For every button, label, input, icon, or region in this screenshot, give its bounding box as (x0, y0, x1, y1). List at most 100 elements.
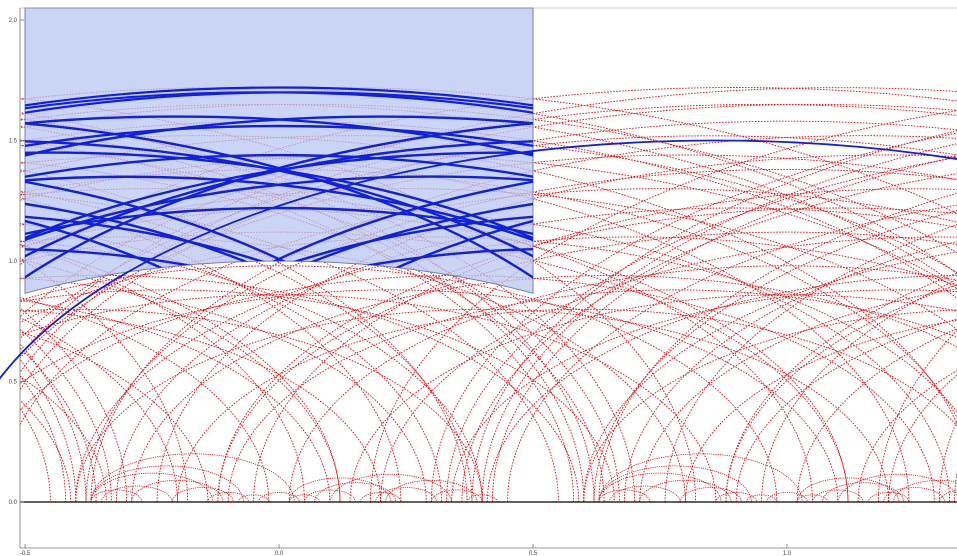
fundamental-domain-shape (24, 7, 534, 294)
red-arc-89 (217, 231, 957, 503)
red-arc-85 (20, 188, 957, 426)
red-arc-98 (176, 308, 957, 503)
red-arc-93 (131, 275, 957, 503)
red-small-arc-206 (431, 489, 483, 503)
red-arc-109 (593, 210, 957, 503)
red-small-arc-192 (100, 485, 173, 503)
red-arc-96 (451, 289, 957, 503)
red-arc-45 (20, 376, 107, 503)
red-arc-3 (20, 307, 128, 503)
red-arc-81 (90, 135, 957, 503)
red-arc-97 (349, 294, 957, 503)
red-arc-86 (253, 188, 957, 503)
red-arc-25 (20, 112, 595, 503)
red-arc-66 (20, 236, 957, 413)
red-arc-106 (598, 192, 957, 503)
red-small-arc-198 (90, 453, 295, 503)
red-arc-82 (20, 154, 957, 359)
red-arc-29 (20, 139, 575, 503)
red-small-arc-217 (598, 465, 752, 503)
red-arc-99 (583, 309, 957, 503)
red-arc-84 (85, 168, 957, 503)
red-arc-62 (20, 207, 849, 503)
blue-arcs-in-domain (25, 86, 533, 294)
blue-arc-group (25, 86, 533, 294)
red-small-arc-201 (288, 494, 320, 503)
red-arc-103 (481, 143, 957, 503)
y-tick-label: 2.0 (9, 18, 18, 24)
red-small-arc-219 (766, 492, 808, 503)
red-small-arc-204 (375, 487, 437, 503)
red-small-arc-213 (679, 487, 742, 503)
red-small-arc-209 (288, 477, 392, 503)
red-arc-46 (20, 299, 331, 503)
red-arc-47 (20, 331, 209, 503)
red-small-arc-214 (598, 489, 651, 503)
red-arc-70 (20, 289, 615, 503)
red-arc-112 (623, 241, 957, 503)
red-arc-104 (491, 156, 957, 503)
blue-arc-10 (25, 175, 533, 294)
red-arc-67 (20, 265, 778, 503)
blue-arc-0 (25, 86, 533, 294)
red-arc-26 (20, 97, 697, 503)
red-small-arc-212 (608, 485, 681, 503)
red-arc-127 (938, 419, 957, 503)
red-small-arc-220 (812, 489, 864, 503)
y-tick-label: 0.5 (9, 380, 18, 386)
red-arc-107 (461, 173, 957, 503)
red-arc-71 (20, 289, 839, 503)
red-small-arc-202 (314, 482, 397, 503)
blue-arc-9 (25, 124, 533, 294)
red-arc-113 (725, 272, 957, 503)
red-arc-40 (20, 317, 178, 503)
red-small-arc-210 (598, 472, 722, 503)
red-small-arc-193 (171, 487, 234, 503)
red-arc-44 (20, 277, 427, 503)
blue-arc-5 (25, 151, 533, 294)
red-arc-32 (20, 197, 402, 503)
red-arc-74 (75, 308, 890, 503)
red-small-arc-222 (822, 482, 905, 503)
fundamental-domain (24, 7, 534, 294)
axes: -1.0-0.50.00.51.01.52.02.50.00.51.01.52.… (9, 7, 957, 556)
red-arc-33 (20, 161, 605, 503)
red-small-arc-221 (796, 494, 828, 503)
red-arc-94 (486, 275, 957, 503)
blue-arc-12 (25, 206, 533, 294)
red-arc-38 (20, 223, 443, 503)
red-small-arc-223 (867, 492, 910, 503)
red-small-arc-224 (883, 487, 945, 503)
red-arc-77 (20, 103, 957, 318)
main-geodesic (0, 139, 957, 380)
red-small-arc-197 (90, 465, 244, 503)
red-small-arc-218 (598, 453, 803, 503)
red-small-arc-229 (796, 477, 900, 503)
red-arc-117 (796, 328, 957, 503)
red-arc-35 (20, 243, 305, 503)
red-arc-120 (735, 318, 957, 503)
red-arc-65 (20, 236, 686, 503)
blue-arc-3 (25, 115, 533, 294)
red-small-arc-208 (329, 473, 453, 503)
red-arc-87 (115, 207, 957, 503)
red-arc-41 (20, 240, 483, 503)
x-tick-label: 0.0 (275, 551, 284, 556)
y-tick-label: 1.5 (9, 139, 18, 145)
blue-arc-11 (25, 175, 533, 294)
y-tick-label: 0.0 (9, 500, 18, 506)
red-arc-123 (684, 319, 957, 503)
red-arc-28 (20, 118, 636, 503)
x-tick-label: -0.5 (20, 551, 31, 556)
red-small-arc-190 (90, 472, 214, 503)
red-arc-75 (20, 87, 957, 266)
red-arc-118 (639, 288, 957, 503)
x-tick-label: 1.0 (783, 551, 792, 556)
red-small-arc-200 (304, 489, 356, 503)
red-arc-36 (20, 193, 559, 503)
blue-arc-2 (25, 91, 533, 294)
red-small-arc-207 (466, 494, 498, 503)
red-arc-37 (20, 244, 341, 503)
